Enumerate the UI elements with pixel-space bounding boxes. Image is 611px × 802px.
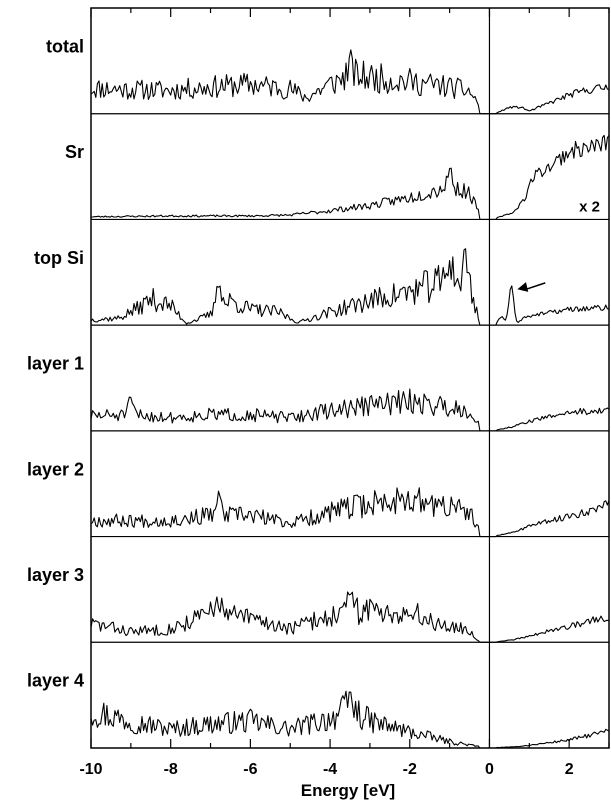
dos-curve-layer-3 <box>90 591 610 643</box>
panel-label: total <box>46 36 84 56</box>
plot-frame <box>90 7 610 749</box>
panel-label: layer 2 <box>27 459 84 479</box>
dos-curve-layer-2 <box>90 487 610 538</box>
arrow-head <box>517 282 529 292</box>
x-tick-label: -2 <box>403 761 417 778</box>
x-tick-label: 0 <box>485 761 494 778</box>
x-tick-label: -10 <box>79 761 102 778</box>
panel-label: layer 4 <box>27 671 84 691</box>
x-tick-label: 2 <box>565 761 574 778</box>
dos-curve-layer-4 <box>90 690 610 749</box>
panel-label: Sr <box>65 142 84 162</box>
x-tick-label: -4 <box>323 761 337 778</box>
x-tick-label: -6 <box>243 761 257 778</box>
panel-label: layer 3 <box>27 565 84 585</box>
dos-curve-total <box>90 49 610 115</box>
x-tick-label: -8 <box>164 761 178 778</box>
scale-annotation: x 2 <box>579 198 600 215</box>
dos-curve-Sr <box>90 134 610 220</box>
dos-curve-top-Si <box>90 248 610 326</box>
x-axis-title: Energy [eV] <box>301 781 395 800</box>
panel-label: layer 1 <box>27 354 84 374</box>
panel-label: top Si <box>34 248 84 268</box>
dos-curve-layer-1 <box>90 388 610 432</box>
